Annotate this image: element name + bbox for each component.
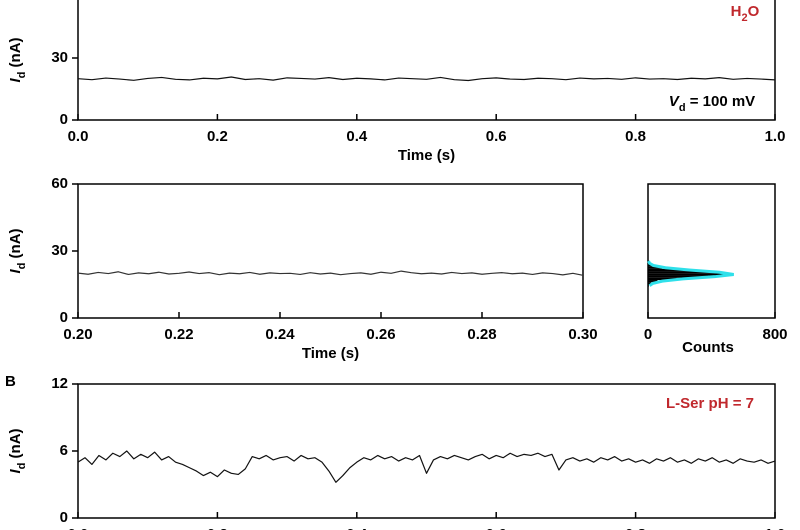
fit-curve bbox=[647, 260, 734, 287]
annotation-tail: O bbox=[748, 3, 760, 20]
x-tick-label: 0.30 bbox=[568, 326, 597, 343]
x-tick-label: 1.0 bbox=[765, 128, 786, 145]
trace bbox=[77, 270, 584, 276]
y-axis-title-tail: (nA) bbox=[7, 428, 24, 462]
hist-bar bbox=[648, 264, 653, 267]
y-axis-title-tail: (nA) bbox=[7, 228, 24, 262]
panel-label: B bbox=[5, 373, 16, 390]
x-tick-label: 0.6 bbox=[486, 526, 507, 530]
annotation-tail: = 100 mV bbox=[686, 93, 756, 110]
hist-bar bbox=[648, 268, 685, 272]
annotation-main: L-Ser pH = 7 bbox=[666, 395, 754, 412]
y-axis-title-main: I bbox=[7, 269, 24, 274]
hist-bar bbox=[648, 275, 709, 278]
annotation-main: V bbox=[669, 93, 681, 110]
panel: 0 800 Counts bbox=[644, 183, 788, 356]
x-tick-label: 0.24 bbox=[265, 326, 295, 343]
x-tick-label: 0.0 bbox=[68, 128, 89, 145]
y-tick-label: 60 bbox=[51, 175, 68, 192]
y-tick-label: 30 bbox=[51, 49, 68, 66]
x-tick-label: 0.2 bbox=[207, 526, 228, 530]
y-tick-label: 30 bbox=[51, 242, 68, 259]
y-axis-title: Id (nA) bbox=[7, 428, 28, 473]
annotation: H2O bbox=[731, 3, 760, 24]
y-axis-title: Id (nA) bbox=[7, 37, 28, 82]
y-axis-title-sub: d bbox=[16, 72, 28, 79]
y-tick-label: 0 bbox=[60, 111, 68, 128]
hist-bar bbox=[648, 277, 677, 281]
y-axis-title-main: I bbox=[7, 78, 24, 83]
hist-bar bbox=[648, 271, 715, 274]
x-axis-title: Time (s) bbox=[398, 147, 455, 164]
hist-bar bbox=[648, 284, 649, 287]
hist-bar bbox=[648, 266, 663, 269]
plot-frame bbox=[77, 183, 584, 319]
x-tick-label: 1.0 bbox=[765, 526, 786, 530]
y-axis-title-sub: d bbox=[16, 263, 28, 270]
trace bbox=[77, 450, 776, 483]
y-axis-title-main: I bbox=[7, 469, 24, 474]
annotation-main: H bbox=[731, 3, 742, 20]
annotation-sub: 2 bbox=[742, 12, 748, 24]
y-tick-label: 12 bbox=[51, 375, 68, 392]
y-tick-label: 0 bbox=[60, 309, 68, 326]
panel: 0.0 0.2 0.4 0.6 0.8 1.0 0 6 12 Id (nA) B L-Ser pH =… bbox=[5, 373, 785, 530]
x-tick-label: 0.8 bbox=[625, 128, 646, 145]
plot-frame bbox=[647, 183, 776, 319]
x-tick-label: 0.2 bbox=[207, 128, 228, 145]
hist-bar bbox=[648, 282, 652, 285]
x-tick-label: 0.8 bbox=[625, 526, 646, 530]
annotation-sub: d bbox=[679, 102, 686, 114]
y-axis-title-sub: d bbox=[16, 463, 28, 470]
x-tick-label: 0.4 bbox=[346, 526, 368, 530]
x-tick-label: 0.4 bbox=[346, 128, 368, 145]
panel: 0.20 0.22 0.24 0.26 0.28 0.30 0 30 60 Time (s) Id … bbox=[7, 175, 598, 362]
trace bbox=[77, 76, 776, 82]
x-tick-label: 0.20 bbox=[63, 326, 92, 343]
x-tick-label: 800 bbox=[762, 326, 787, 343]
x-axis-title: Time (s) bbox=[302, 345, 359, 362]
x-tick-label: 0.0 bbox=[68, 526, 89, 530]
x-tick-label: 0.28 bbox=[467, 326, 496, 343]
x-tick-label: 0.6 bbox=[486, 128, 507, 145]
x-axis-title: Counts bbox=[682, 339, 734, 356]
x-tick-label: 0.22 bbox=[164, 326, 193, 343]
y-axis-title-tail: (nA) bbox=[7, 37, 24, 71]
x-tick-label: 0.26 bbox=[366, 326, 395, 343]
hist-bar bbox=[648, 280, 658, 283]
panel: 0.0 0.2 0.4 0.6 0.8 1.0 0 30 Time (s) Id (nA) H2O V… bbox=[7, 0, 785, 164]
annotation: Vd = 100 mV bbox=[669, 93, 755, 114]
y-tick-label: 6 bbox=[60, 442, 68, 459]
hist-bar bbox=[648, 273, 728, 276]
x-tick-label: 0 bbox=[644, 326, 652, 343]
annotation: L-Ser pH = 7 bbox=[666, 395, 754, 412]
y-tick-label: 0 bbox=[60, 509, 68, 526]
y-axis-title: Id (nA) bbox=[7, 228, 28, 273]
